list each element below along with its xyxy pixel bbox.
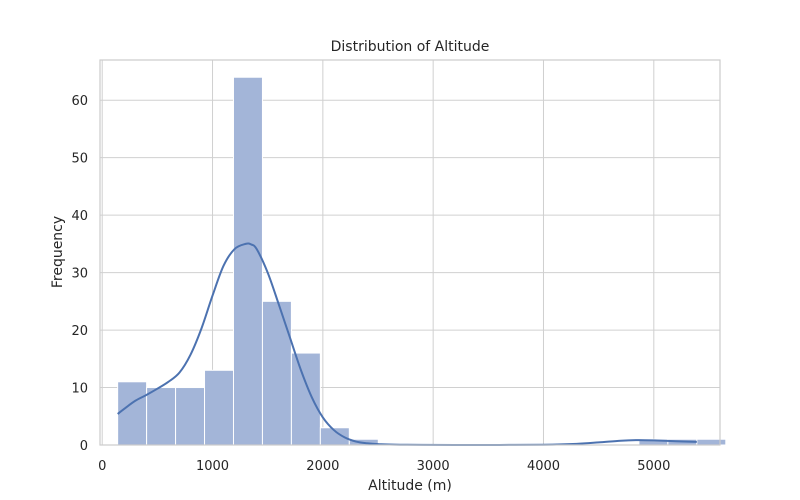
histogram-bar [117, 381, 148, 446]
y-axis-label: Frequency [50, 216, 66, 288]
histogram-bar [175, 387, 206, 446]
x-tick-labels: 0 1000 2000 3000 4000 5000 [98, 459, 670, 474]
y-tick-label: 40 [71, 209, 88, 224]
y-tick-label: 10 [71, 382, 88, 397]
y-tick-label: 50 [71, 152, 88, 167]
chart-title: Distribution of Altitude [331, 39, 490, 55]
x-tick-label: 3000 [417, 459, 450, 474]
histogram-bar [232, 76, 263, 446]
y-tick-label: 60 [71, 94, 88, 109]
x-tick-label: 1000 [196, 459, 229, 474]
histogram-bar [290, 352, 321, 446]
y-tick-label: 30 [71, 267, 88, 282]
kde-line [117, 242, 697, 446]
kde-curve-group [117, 242, 697, 446]
x-tick-label: 4000 [527, 459, 560, 474]
histogram-bar [204, 369, 234, 446]
x-tick-label: 0 [98, 459, 106, 474]
plot-frame [99, 59, 721, 446]
histogram-bar [146, 387, 177, 446]
x-tick-label: 5000 [637, 459, 670, 474]
y-tick-label: 0 [80, 439, 88, 454]
grid-lines [100, 60, 720, 446]
y-tick-label: 20 [71, 324, 88, 339]
x-axis-label: Altitude (m) [368, 478, 452, 494]
histogram-bars [117, 76, 727, 446]
histogram-bar [261, 300, 292, 446]
x-tick-label: 2000 [306, 459, 339, 474]
histogram-bar [696, 438, 727, 446]
y-tick-labels: 0 10 20 30 40 50 60 [71, 94, 88, 454]
